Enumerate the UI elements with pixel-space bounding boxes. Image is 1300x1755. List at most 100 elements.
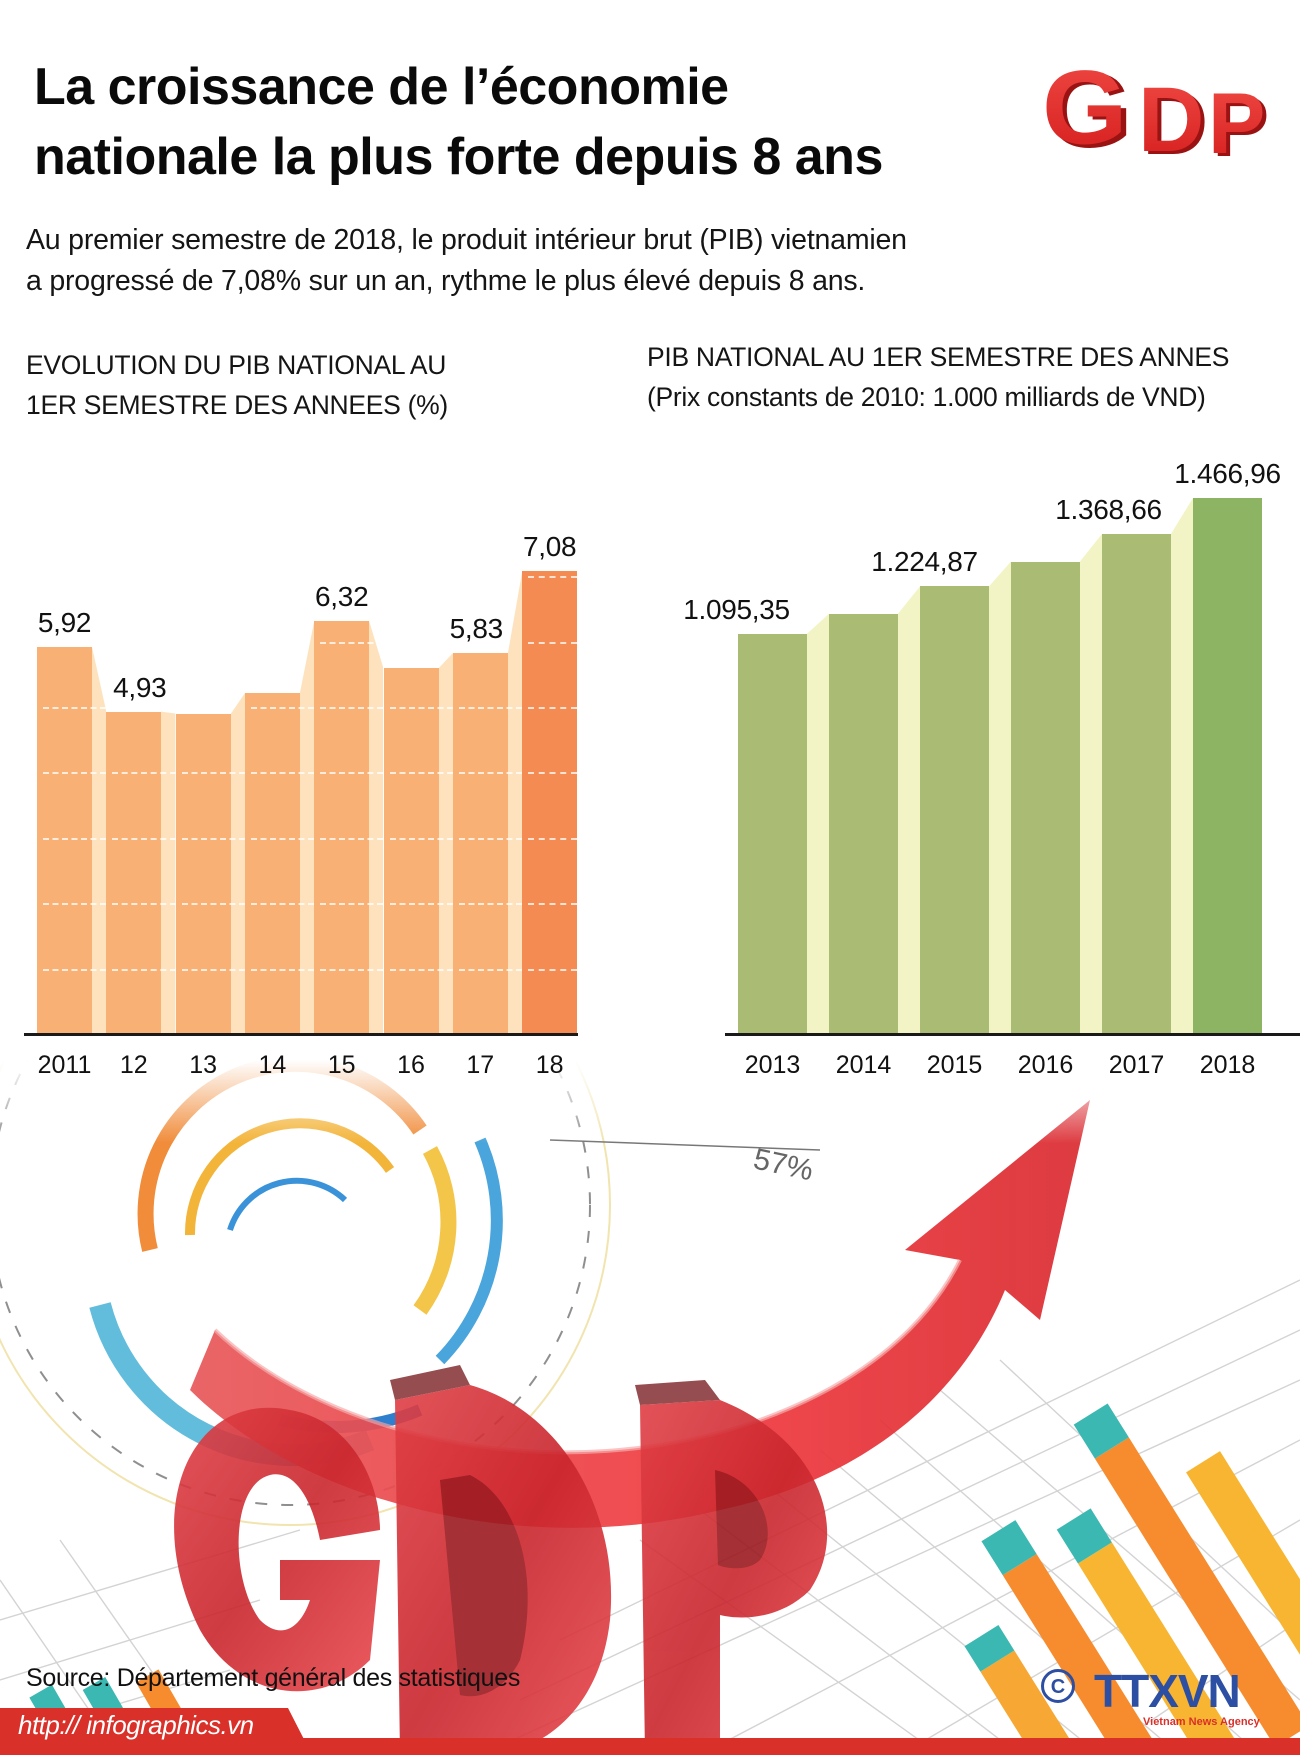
gridline (181, 903, 245, 906)
gdp-value-chart: 1.095,35 1.224,87 1.368,66 1.466,96 (683, 420, 1300, 1034)
gridline (528, 837, 578, 840)
bar-connector (92, 646, 107, 1034)
bar-14 (244, 692, 300, 1034)
bar-18 (522, 570, 578, 1034)
gridline (458, 707, 523, 709)
growth-chart-title: EVOLUTION DU PIB NATIONAL AU 1ER SEMESTR… (26, 345, 448, 425)
gridline (528, 903, 578, 906)
subtitle: Au premier semestre de 2018, le produit … (26, 220, 907, 302)
bar-connector (807, 613, 829, 1034)
bar-connector (230, 692, 245, 1034)
x-tick-label: 18 (535, 1051, 564, 1079)
gridline (528, 707, 578, 709)
gridline (43, 903, 107, 906)
bar-2017 (1102, 533, 1171, 1034)
gridline (250, 968, 315, 971)
x-tick-label: 2016 (1017, 1051, 1074, 1079)
bar-2013 (738, 633, 807, 1034)
bar-2015 (920, 586, 989, 1034)
gridline (43, 707, 107, 709)
x-tick-label: 16 (397, 1051, 425, 1079)
bar-connector (369, 620, 384, 1034)
x-tick-label: 12 (119, 1051, 148, 1079)
gridline (250, 772, 315, 775)
subtitle-line1: Au premier semestre de 2018, le produit … (26, 224, 907, 256)
svg-text:G: G (1042, 56, 1128, 156)
value-label: 1.368,66 (1055, 493, 1162, 525)
svg-text:P: P (1212, 79, 1269, 156)
bar-connector (898, 586, 920, 1034)
gridline (181, 772, 245, 775)
svg-text:P: P (1208, 76, 1265, 156)
gridline (458, 772, 523, 775)
gridline (458, 903, 523, 906)
ttxvn-logo: TTXVN (1094, 1665, 1241, 1717)
bar-connector (438, 652, 453, 1034)
gridline (458, 837, 523, 840)
footer-band (0, 1738, 1300, 1755)
x-tick-label: 2017 (1108, 1051, 1165, 1079)
value-label: 1.466,96 (1174, 457, 1281, 489)
growth-chart-title-line2: 1ER SEMESTRE DES ANNEES (%) (26, 390, 448, 420)
gridline (320, 707, 384, 709)
bar-17 (452, 652, 508, 1034)
value-label: 7,08 (522, 530, 577, 562)
bar-15 (314, 620, 370, 1034)
x-tick-label: 17 (466, 1051, 495, 1079)
x-tick-label: 2014 (835, 1051, 892, 1079)
gridline (389, 707, 453, 709)
gridline (181, 968, 245, 971)
bar-2011 (37, 646, 92, 1034)
x-tick-label: 14 (258, 1051, 287, 1079)
website-link[interactable]: http:// infographics.vn (18, 1710, 254, 1740)
bar-connector (989, 561, 1011, 1034)
gridline (43, 837, 107, 840)
gridline (528, 968, 578, 971)
gridline (458, 968, 523, 971)
bar-connector (507, 570, 523, 1034)
gdp-logo-icon: G G D D P P (1042, 56, 1269, 156)
gdp-growth-illustration: 57% (0, 1060, 1300, 1755)
svg-text:C: C (1051, 1676, 1065, 1698)
x-tick-label: 2018 (1199, 1051, 1256, 1079)
value-label: 5,92 (37, 606, 92, 638)
gridline (528, 576, 578, 579)
value-label: 1.095,35 (683, 593, 790, 625)
gridline (389, 968, 453, 971)
gridline (320, 772, 384, 775)
x-tick-label: 13 (189, 1051, 217, 1079)
svg-text:D: D (1138, 69, 1204, 156)
gridline (389, 837, 453, 840)
growth-chart-x-axis (24, 1033, 578, 1036)
gridline (320, 641, 384, 644)
gridline (528, 641, 578, 644)
growth-rate-chart: 5,92 4,93 6,32 5,83 7,08 (24, 420, 584, 1034)
gridline (389, 772, 453, 775)
gridline (43, 772, 107, 775)
page-title-line1: La croissance de l’économie (34, 58, 729, 116)
gridline (112, 772, 176, 775)
gridline (320, 968, 384, 971)
bar-connector (1080, 533, 1102, 1034)
gdp-chart-x-axis (725, 1033, 1300, 1036)
page-title: La croissance de l’économie nationale la… (34, 52, 883, 192)
x-tick-label: 2011 (37, 1051, 92, 1079)
gridline (528, 772, 578, 775)
value-label: 1.224,87 (871, 546, 978, 578)
gdp-chart-title-line2: (Prix constants de 2010: 1.000 milliards… (647, 382, 1206, 412)
bar-16 (383, 667, 439, 1034)
agency-name: Vietnam News Agency (1143, 1716, 1260, 1728)
value-label: 5,83 (449, 612, 504, 644)
gridline (389, 903, 453, 906)
copyright-icon: C (1041, 1669, 1075, 1703)
gridline (112, 903, 176, 906)
gdp-chart-title-line1: PIB NATIONAL AU 1ER SEMESTRE DES ANNES (647, 342, 1230, 372)
gridline (320, 837, 384, 840)
gridline (250, 837, 315, 840)
bar-2018 (1193, 497, 1262, 1034)
growth-chart-title-line1: EVOLUTION DU PIB NATIONAL AU (26, 350, 447, 380)
bar-connector (299, 620, 315, 1034)
value-label: 4,93 (113, 671, 167, 703)
bar-connector (1171, 497, 1193, 1034)
gridline (112, 837, 176, 840)
